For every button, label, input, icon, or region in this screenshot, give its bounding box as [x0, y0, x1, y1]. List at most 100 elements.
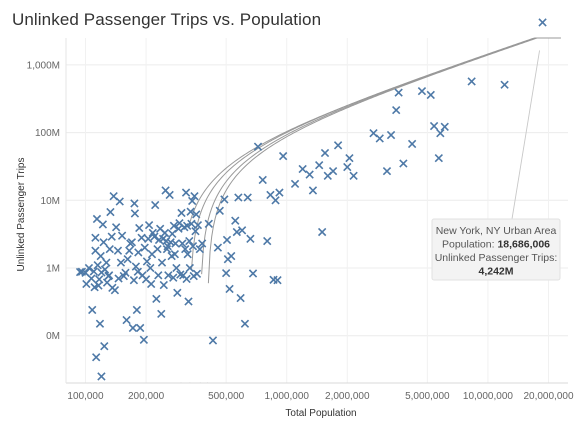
- data-point[interactable]: [271, 196, 280, 205]
- data-point[interactable]: [107, 232, 116, 241]
- data-point[interactable]: [236, 293, 245, 303]
- data-point[interactable]: [429, 121, 439, 131]
- data-point[interactable]: [248, 269, 258, 278]
- data-point[interactable]: [168, 229, 177, 238]
- data-point[interactable]: [394, 88, 403, 97]
- data-point[interactable]: [123, 255, 132, 264]
- data-point[interactable]: [117, 231, 127, 240]
- data-point[interactable]: [221, 268, 231, 278]
- data-point[interactable]: [278, 151, 288, 161]
- data-point[interactable]: [146, 279, 156, 289]
- data-point[interactable]: [171, 239, 180, 248]
- data-point[interactable]: [166, 238, 175, 247]
- data-point[interactable]: [333, 141, 343, 150]
- data-point[interactable]: [136, 323, 145, 333]
- data-point[interactable]: [157, 258, 167, 267]
- data-point[interactable]: [434, 153, 443, 163]
- data-point[interactable]: [131, 262, 141, 271]
- data-point[interactable]: [349, 171, 358, 180]
- data-point[interactable]: [144, 220, 154, 230]
- data-point[interactable]: [417, 86, 427, 96]
- data-point[interactable]: [315, 161, 324, 170]
- data-point[interactable]: [154, 271, 163, 280]
- data-point[interactable]: [178, 239, 187, 248]
- data-point[interactable]: [500, 80, 509, 89]
- data-point[interactable]: [151, 200, 160, 210]
- data-point[interactable]: [88, 305, 97, 315]
- data-point[interactable]: [193, 220, 203, 230]
- data-point[interactable]: [275, 188, 284, 197]
- data-point[interactable]: [426, 90, 435, 100]
- data-point[interactable]: [182, 274, 191, 284]
- data-point[interactable]: [162, 244, 172, 254]
- data-point[interactable]: [436, 129, 445, 138]
- data-point[interactable]: [290, 179, 300, 189]
- data-point[interactable]: [305, 170, 314, 179]
- data-point[interactable]: [222, 235, 232, 245]
- data-point[interactable]: [100, 342, 109, 351]
- data-point[interactable]: [105, 244, 114, 254]
- data-point[interactable]: [125, 246, 134, 255]
- data-point[interactable]: [197, 239, 207, 248]
- data-point[interactable]: [253, 142, 263, 151]
- data-point[interactable]: [122, 315, 131, 325]
- data-point[interactable]: [190, 192, 199, 201]
- data-point[interactable]: [95, 319, 105, 328]
- data-point[interactable]: [146, 263, 155, 273]
- data-point[interactable]: [129, 276, 139, 285]
- data-point[interactable]: [89, 267, 98, 276]
- data-point[interactable]: [187, 219, 196, 228]
- data-point[interactable]: [399, 159, 408, 168]
- data-point[interactable]: [130, 199, 139, 208]
- data-point[interactable]: [157, 309, 166, 319]
- data-point[interactable]: [139, 335, 149, 344]
- data-point[interactable]: [215, 206, 224, 215]
- data-point[interactable]: [92, 353, 101, 362]
- data-point[interactable]: [343, 162, 352, 172]
- data-point[interactable]: [160, 228, 170, 238]
- data-point[interactable]: [213, 243, 223, 252]
- data-point[interactable]: [110, 286, 120, 295]
- data-point[interactable]: [227, 251, 236, 261]
- data-point[interactable]: [298, 164, 307, 174]
- data-point[interactable]: [382, 166, 392, 176]
- data-point[interactable]: [392, 105, 401, 115]
- data-point[interactable]: [99, 238, 108, 247]
- data-point[interactable]: [234, 193, 243, 202]
- data-point[interactable]: [150, 232, 159, 241]
- data-point[interactable]: [308, 186, 318, 195]
- data-point[interactable]: [111, 223, 121, 232]
- data-point[interactable]: [181, 244, 190, 254]
- data-point[interactable]: [132, 305, 142, 315]
- data-point[interactable]: [440, 122, 449, 131]
- data-point[interactable]: [113, 246, 123, 255]
- data-point[interactable]: [98, 220, 108, 229]
- data-point[interactable]: [102, 258, 111, 267]
- data-point[interactable]: [258, 175, 267, 185]
- data-point[interactable]: [317, 227, 327, 237]
- data-point[interactable]: [237, 226, 247, 235]
- data-point[interactable]: [104, 271, 114, 280]
- data-point[interactable]: [137, 233, 146, 242]
- data-point[interactable]: [95, 275, 104, 284]
- data-point[interactable]: [172, 263, 181, 273]
- data-point[interactable]: [159, 280, 168, 290]
- data-point[interactable]: [186, 207, 195, 216]
- data-point[interactable]: [106, 207, 115, 217]
- data-point[interactable]: [97, 372, 106, 381]
- data-point[interactable]: [93, 261, 102, 270]
- data-point[interactable]: [184, 297, 193, 306]
- data-point[interactable]: [84, 263, 94, 273]
- data-point[interactable]: [96, 251, 105, 261]
- data-point[interactable]: [135, 223, 144, 233]
- data-point[interactable]: [386, 130, 396, 140]
- data-point[interactable]: [246, 234, 255, 243]
- data-point[interactable]: [182, 221, 192, 230]
- data-point[interactable]: [170, 250, 180, 259]
- data-point[interactable]: [173, 288, 182, 297]
- data-point[interactable]: [195, 244, 204, 254]
- data-point[interactable]: [185, 236, 194, 246]
- data-point[interactable]: [243, 193, 252, 202]
- data-point[interactable]: [220, 195, 229, 204]
- data-point[interactable]: [538, 18, 547, 27]
